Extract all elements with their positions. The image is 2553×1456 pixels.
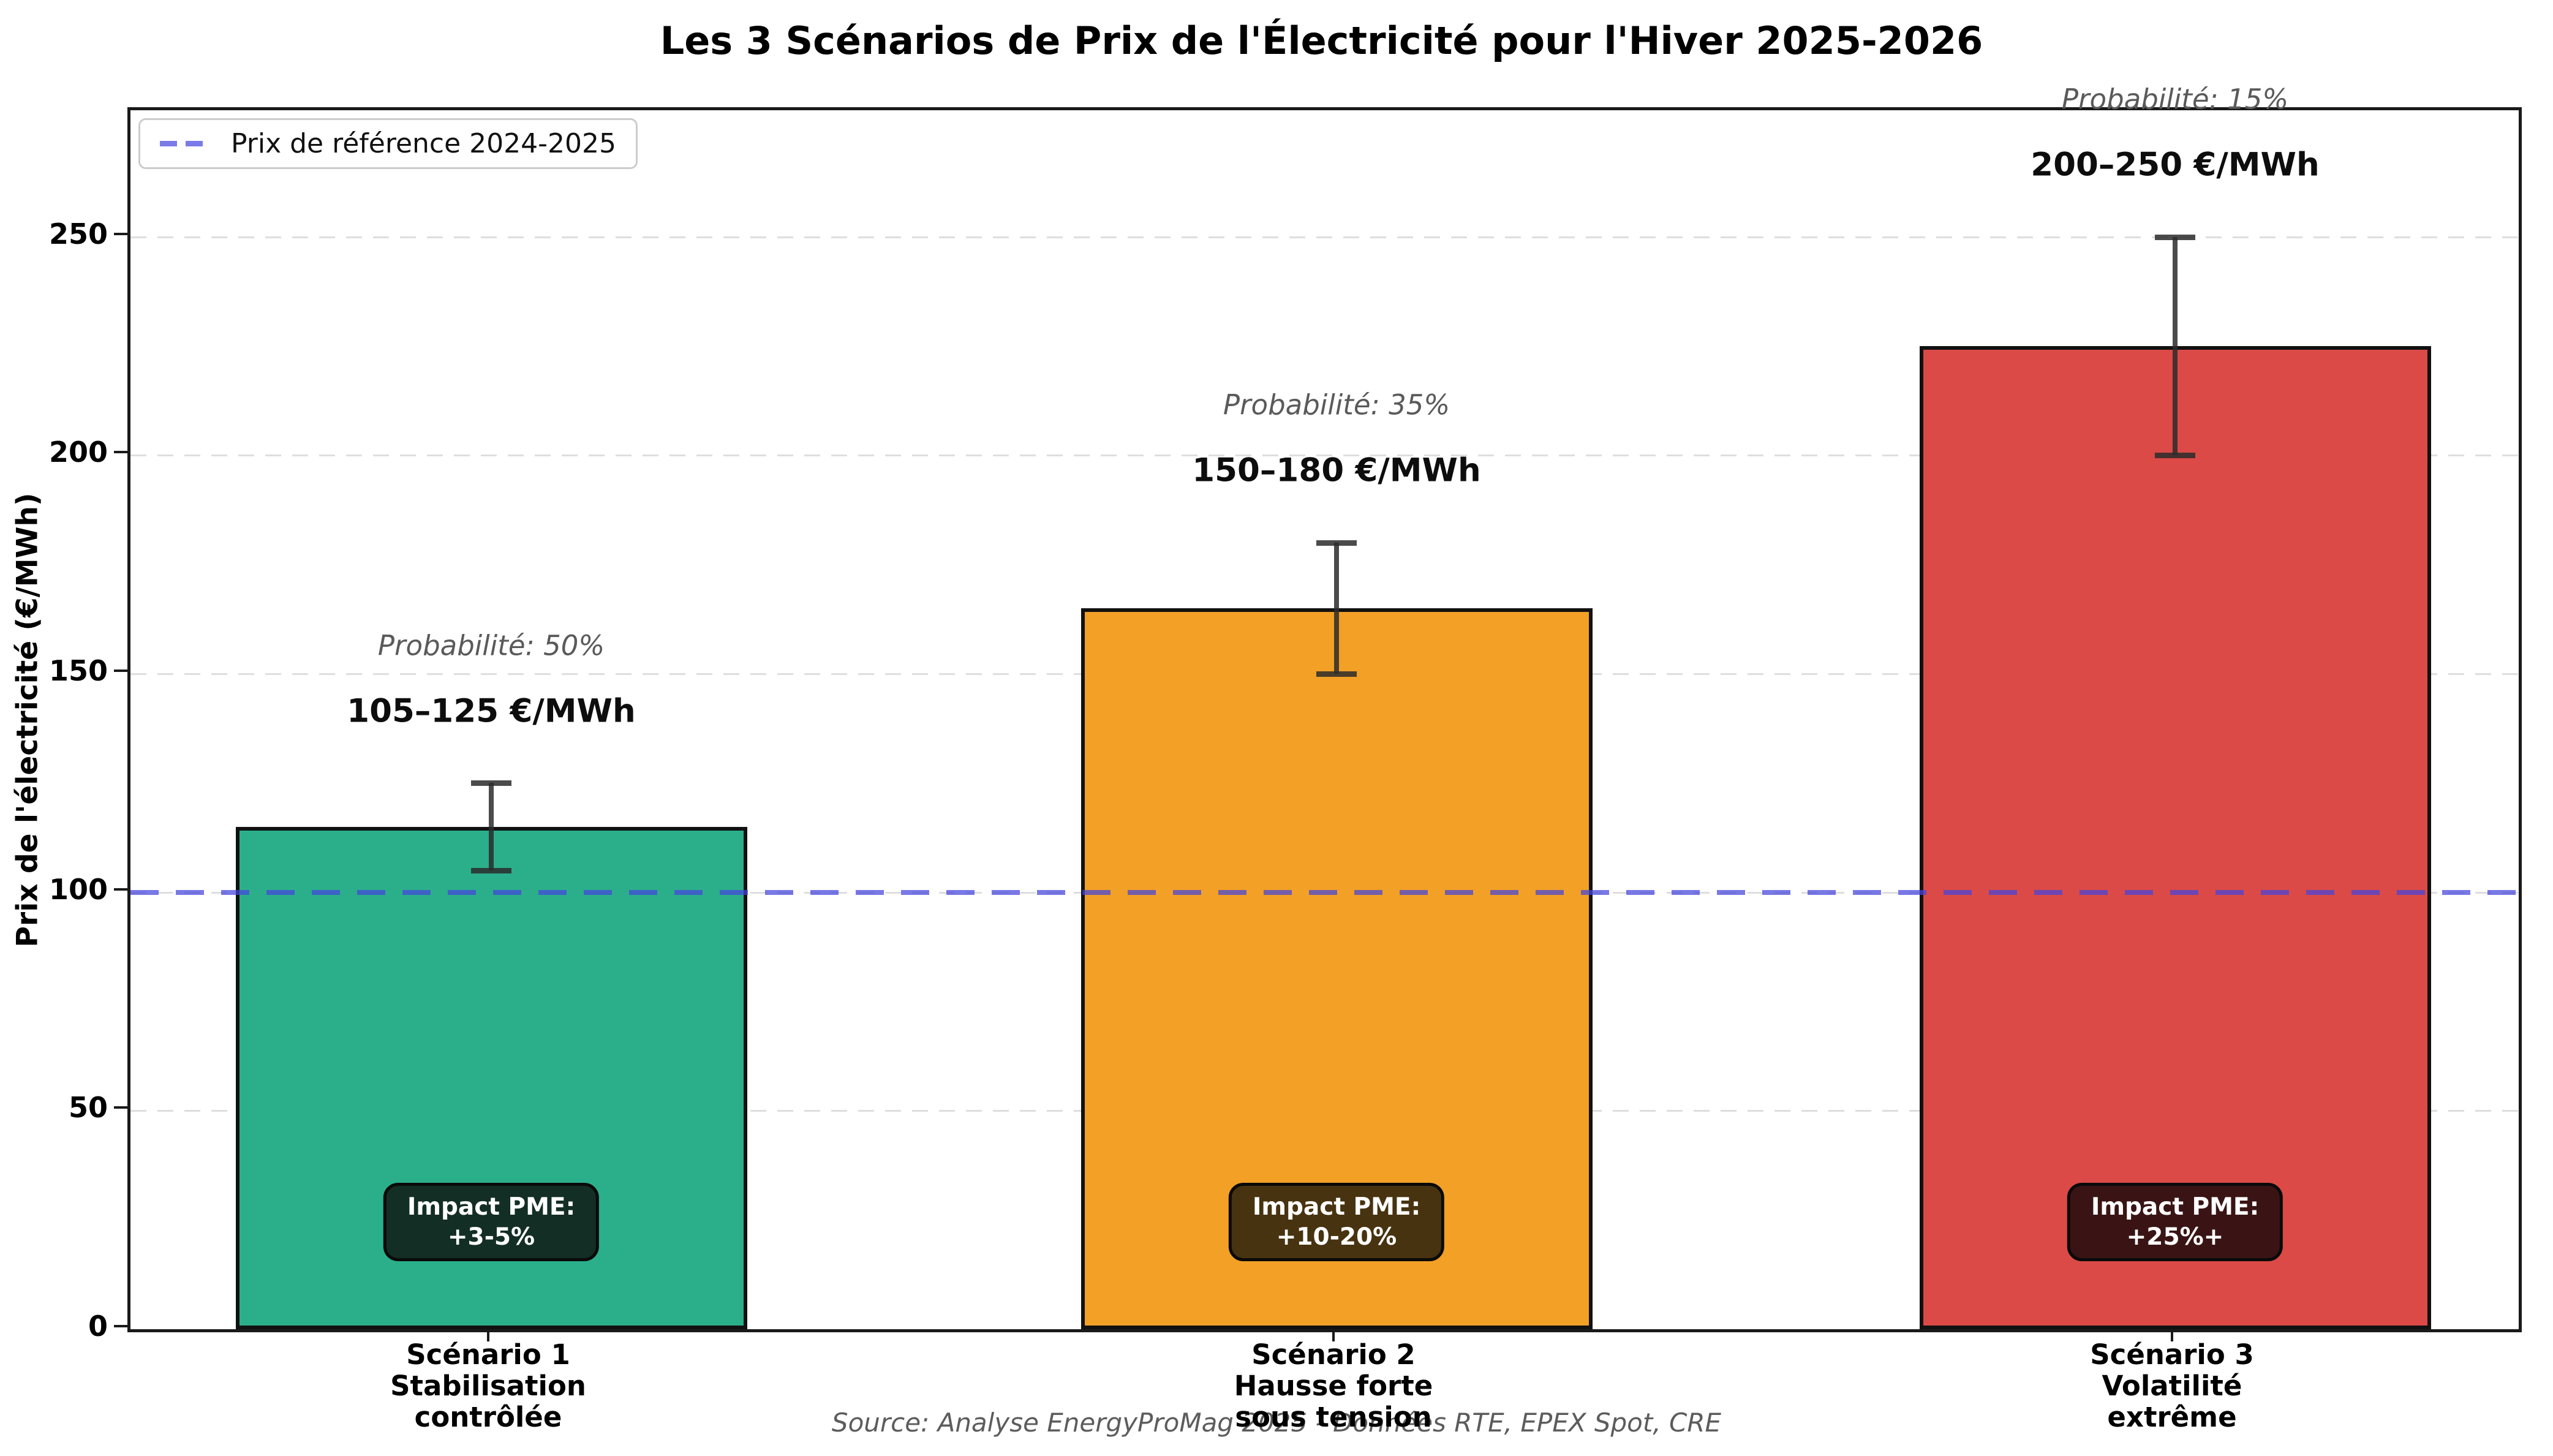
reference-line (130, 889, 2519, 895)
x-category-label-line: sous tension (1235, 1401, 1432, 1433)
y-tick-mark (114, 232, 127, 235)
y-tick-mark (114, 451, 127, 454)
plot-area: Probabilité: 50% 105–125 €/MWh Impact PME:… (127, 83, 2522, 1332)
error-bar-cap-top (2155, 234, 2195, 240)
x-category-label-line: Volatilité (2102, 1370, 2242, 1402)
impact-badge-line: Impact PME: (1252, 1193, 1421, 1221)
x-category-label-line: Scénario 3 (2090, 1338, 2254, 1371)
x-category-label: Scénario 2 Hausse forte sous tension (1234, 1339, 1433, 1433)
y-tick-label: 50 (68, 1091, 108, 1125)
impact-pme-badge: Impact PME: +25%+ (2067, 1183, 2283, 1262)
impact-badge-line: Impact PME: (2091, 1193, 2260, 1221)
error-bar-cap-top (471, 780, 511, 786)
error-bar-cap-bottom (471, 868, 511, 874)
impact-badge-line: +25%+ (2126, 1223, 2224, 1251)
source-note: Source: Analyse EnergyProMag 2025 - Donn… (831, 1408, 1722, 1438)
y-tick-mark (114, 1325, 127, 1327)
y-tick-label: 150 (48, 654, 108, 688)
x-category-label: Scénario 1 Stabilisation contrôlée (390, 1339, 586, 1433)
y-tick-label: 200 (48, 436, 108, 469)
x-tick-mark (2171, 1329, 2173, 1341)
x-category-label-line: Scénario 1 (406, 1338, 570, 1371)
error-bar-line (2173, 236, 2178, 456)
probability-label: Probabilité: 15% (2061, 83, 2289, 116)
price-range-label: 200–250 €/MWh (2031, 146, 2320, 184)
impact-badge-line: +10-20% (1276, 1223, 1397, 1251)
y-tick-mark (114, 1106, 127, 1109)
gridline-200 (130, 455, 2519, 457)
probability-label: Probabilité: 50% (377, 629, 605, 662)
bar-3 (1919, 346, 2431, 1329)
impact-pme-badge: Impact PME: +3-5% (383, 1183, 600, 1262)
error-bar-line (489, 783, 494, 871)
x-category-label-line: contrôlée (414, 1401, 562, 1433)
price-range-label: 105–125 €/MWh (347, 692, 636, 730)
legend-label: Prix de référence 2024-2025 (231, 128, 616, 159)
error-bar-cap-top (1316, 540, 1357, 546)
reference-line-swatch (160, 141, 211, 146)
x-category-label-line: Stabilisation (390, 1370, 586, 1402)
x-category-label: Scénario 3 Volatilité extrême (2090, 1339, 2254, 1433)
probability-label: Probabilité: 35% (1223, 388, 1450, 421)
x-tick-mark (487, 1329, 489, 1341)
impact-badge-line: +3-5% (447, 1223, 535, 1251)
error-bar-cap-bottom (1316, 671, 1357, 677)
y-tick-label: 250 (48, 217, 108, 251)
impact-pme-badge: Impact PME: +10-20% (1228, 1183, 1445, 1262)
y-tick-label: 0 (88, 1310, 108, 1343)
x-tick-mark (1332, 1329, 1335, 1341)
y-tick-mark (114, 888, 127, 891)
error-bar-cap-bottom (2155, 453, 2195, 459)
x-category-label-line: Hausse forte (1234, 1370, 1433, 1402)
error-bar-line (1334, 543, 1339, 674)
gridline-250 (130, 236, 2519, 238)
y-tick-label: 100 (48, 872, 108, 906)
y-axis-label: Prix de l'électricité (€/MWh) (10, 492, 45, 948)
x-category-label-line: Scénario 2 (1251, 1338, 1416, 1371)
x-category-label-line: extrême (2107, 1401, 2237, 1433)
legend: Prix de référence 2024-2025 (138, 118, 638, 169)
impact-badge-line: Impact PME: (407, 1193, 576, 1221)
y-tick-mark (114, 670, 127, 673)
price-range-label: 150–180 €/MWh (1192, 451, 1481, 489)
chart-title: Les 3 Scénarios de Prix de l'Électricité… (660, 18, 1983, 63)
